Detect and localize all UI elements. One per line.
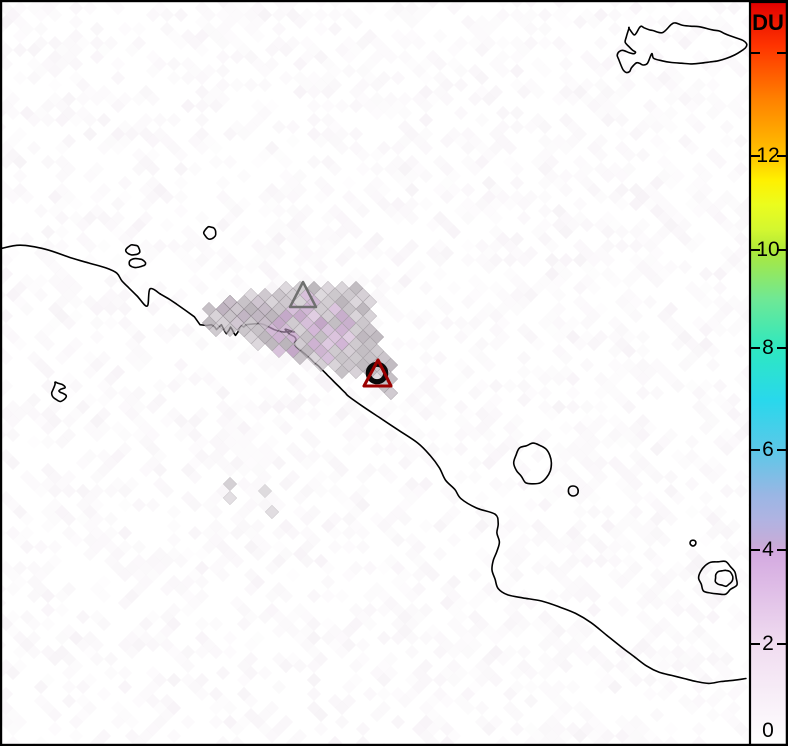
- svg-text:10: 10: [756, 238, 779, 261]
- svg-text:2: 2: [762, 632, 774, 655]
- svg-text:DU: DU: [752, 10, 784, 35]
- svg-text:4: 4: [762, 538, 774, 561]
- svg-text:12: 12: [756, 144, 779, 167]
- svg-text:8: 8: [762, 336, 774, 359]
- svg-text:0: 0: [762, 719, 774, 742]
- svg-text:6: 6: [762, 438, 774, 461]
